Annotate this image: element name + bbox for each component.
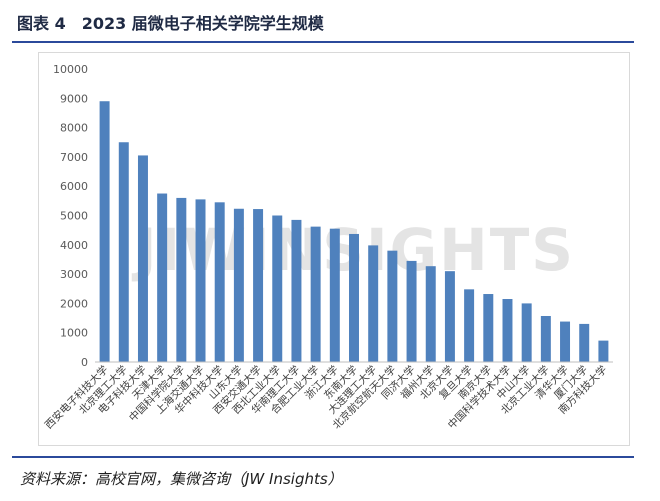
figure-title: 图表 4 2023 届微电子相关学院学生规模 (17, 14, 324, 33)
y-tick-label: 10000 (53, 63, 88, 76)
bar (195, 199, 206, 362)
bar (483, 294, 494, 362)
bar (157, 193, 168, 362)
bar (464, 289, 475, 362)
bar (137, 155, 148, 362)
y-tick-label: 7000 (60, 151, 88, 164)
y-tick-label: 2000 (60, 297, 88, 310)
bar (579, 323, 590, 362)
bar (99, 101, 110, 362)
bar (406, 260, 417, 362)
bar (291, 219, 302, 362)
bar (349, 233, 359, 362)
bar (368, 245, 379, 362)
bars (99, 101, 609, 362)
top-rule (12, 41, 634, 43)
bar (310, 226, 321, 362)
bar (329, 228, 340, 362)
bottom-rule (12, 456, 634, 458)
y-tick-label: 1000 (60, 327, 88, 340)
y-axis: 0 1000 2000 3000 4000 5000 6000 7000 8000 9000 100… (53, 63, 88, 369)
y-tick-label: 8000 (60, 122, 88, 135)
bar (540, 315, 551, 362)
bar (387, 250, 398, 362)
y-tick-label: 3000 (60, 268, 88, 281)
bar (253, 209, 264, 362)
bar (502, 299, 513, 362)
y-tick-label: 5000 (60, 210, 88, 223)
y-tick-label: 4000 (60, 239, 88, 252)
bar (176, 197, 187, 362)
bar (233, 208, 244, 362)
y-tick-label: 9000 (60, 92, 88, 105)
bar (598, 340, 609, 362)
bar (214, 202, 225, 362)
bar (521, 303, 532, 362)
bar (272, 215, 283, 362)
bar (444, 271, 455, 362)
y-tick-label: 0 (81, 356, 88, 369)
source-note: 资料来源：高校官网，集微咨询（JW Insights） (20, 470, 343, 488)
y-tick-label: 6000 (60, 180, 88, 193)
bar (425, 266, 436, 362)
bar (560, 321, 571, 362)
bar (118, 142, 129, 362)
x-axis-labels: 西安电子科技大学北京理工大学电子科技大学天津大学中国科学院大学上海交通大学华中科… (42, 363, 609, 432)
